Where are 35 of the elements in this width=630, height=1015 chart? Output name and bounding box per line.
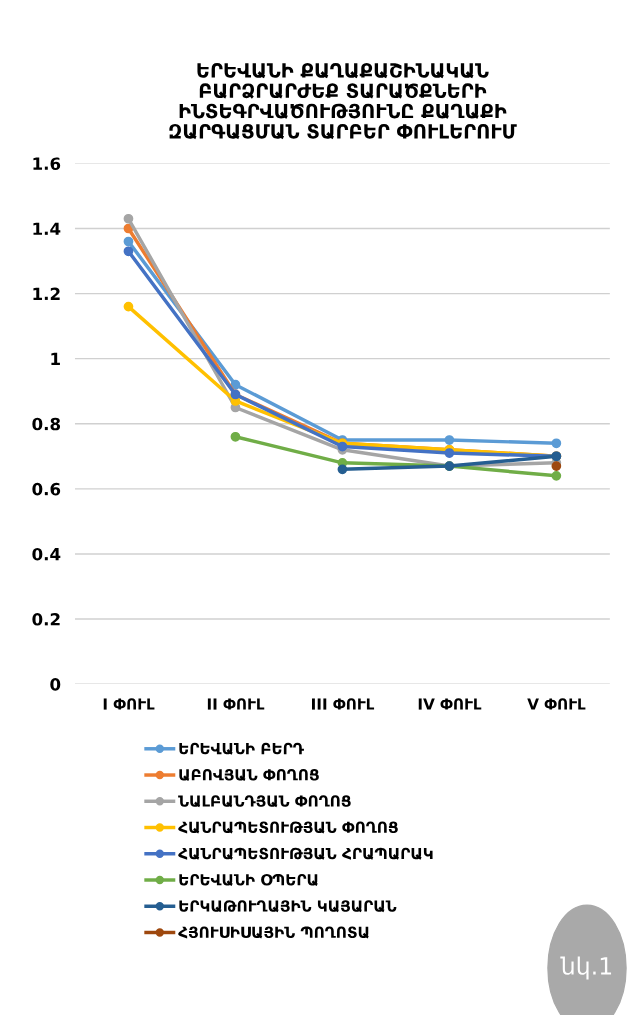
point (551, 470, 562, 481)
point (123, 301, 134, 312)
point (444, 435, 455, 445)
y-tick-label: 1.6 (33, 157, 61, 170)
point (551, 438, 562, 449)
y-tick-label: 0.8 (32, 417, 61, 431)
point (123, 236, 134, 247)
y-tick-label: 0 (50, 678, 61, 691)
legend-label: ՀԱՆՐԱՊԵՏՈՒԹՅԱՆ ՓՈՂՈՑ (178, 821, 398, 834)
legend-label: ՀՅՈՒՍԻՍԱՅԻՆ ՊՈՂՈՏԱ (178, 926, 369, 939)
point (230, 379, 241, 390)
legend-label: ՀԱՆՐԱՊԵՏՈՒԹՅԱՆ ՀՐԱՊԱՐԱԿ (178, 847, 433, 860)
y-tick-label: 1.4 (33, 222, 61, 235)
legend-label: ԵՐԵՎԱՆԻ ԲԵՐԴ (179, 742, 304, 755)
point (123, 246, 134, 257)
point (123, 213, 134, 224)
x-tick-label: V ՓՈՒԼ (527, 698, 586, 710)
legend-label: ՆԱԼԲԱՆԴՅԱՆ ՓՈՂՈՑ (178, 795, 351, 808)
y-tick-label: 0.4 (32, 547, 61, 561)
y-tick-label: 0.2 (32, 612, 60, 626)
x-tick-label: III ՓՈՒԼ (312, 698, 375, 710)
legend-label: ԵՐԵՎԱՆԻ ՕՊԵՐԱ (179, 874, 318, 886)
point (337, 464, 348, 475)
text: նկ.1 (560, 956, 612, 980)
legend-label: ԵՐԿԱԹՈՒՂԱՅԻՆ ԿԱՅԱՐԱՆ (179, 900, 397, 913)
chart-title: ԵՐԵՎԱՆԻ ՔԱՂԱՔԱՇԻՆԱԿԱՆ ԲԱՐՁՐԱՐԺԵՔ ՏԱՐԱԾՔՆԵՐԻ ԻՆՏԵԳՐՎԱԾՈՒԹՅՈՒՆԸ ՔԱՂԱՔԻ ԶԱՐԳԱՑՄԱՆ ՏԱՐԲԵՐ ՓՈՒԼԵՐՈՒՄ (169, 63, 517, 140)
x-tick-label: II ՓՈՒԼ (207, 698, 265, 710)
y-tick-label: 1.2 (33, 287, 60, 300)
y-tick-label: 0.6 (32, 482, 61, 496)
y-tick-label: 1 (51, 352, 60, 366)
point (444, 448, 455, 458)
legend-label: ԱԲՈՎՅԱՆ ՓՈՂՈՑ (179, 769, 319, 781)
point (230, 431, 241, 442)
x-tick-label: I ՓՈՒԼ (103, 698, 155, 710)
x-tick-label: IV ՓՈՒԼ (418, 698, 482, 710)
